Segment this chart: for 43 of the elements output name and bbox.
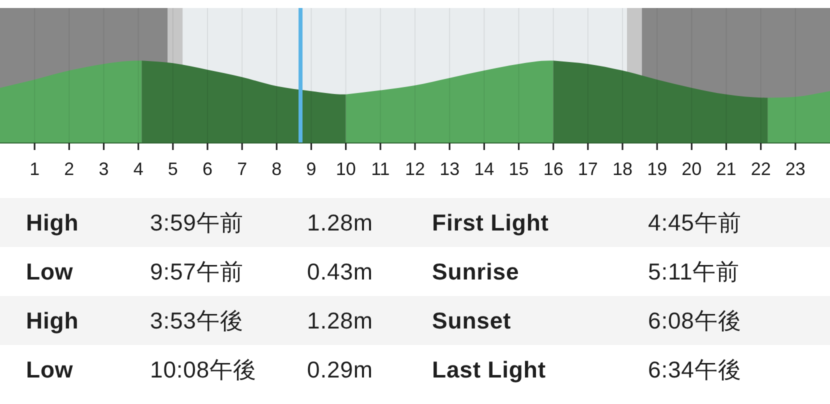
annotation: Low bbox=[26, 258, 74, 284]
x-tick-label: 8 bbox=[272, 159, 282, 179]
annotation: 3:53午後 bbox=[150, 308, 244, 334]
annotation: First Light bbox=[432, 210, 549, 236]
x-tick-label: 3 bbox=[98, 159, 109, 179]
x-tick-label: 5 bbox=[168, 159, 178, 179]
annotation: 6:34午後 bbox=[648, 356, 742, 382]
x-tick-label: 7 bbox=[237, 159, 248, 179]
annotation: 10:08午後 bbox=[150, 356, 256, 382]
x-tick-label: 1 bbox=[30, 159, 40, 179]
x-tick-label: 15 bbox=[508, 159, 529, 179]
annotation: 1.28m bbox=[307, 308, 373, 334]
annotation: High bbox=[26, 308, 79, 334]
annotation: Low bbox=[26, 356, 74, 382]
annotation: Last Light bbox=[432, 356, 546, 382]
annotation: Sunset bbox=[432, 308, 512, 334]
annotation: 0.43m bbox=[307, 258, 373, 284]
x-tick-label: 22 bbox=[750, 159, 771, 179]
annotation: High bbox=[26, 210, 79, 236]
x-tick-label: 13 bbox=[440, 159, 460, 179]
x-tick-label: 18 bbox=[612, 159, 633, 179]
x-tick-label: 20 bbox=[682, 159, 702, 179]
x-tick-label: 4 bbox=[133, 159, 144, 179]
x-tick-label: 10 bbox=[336, 159, 356, 179]
annotation: 3:59午前 bbox=[150, 210, 244, 236]
x-tick-label: 19 bbox=[647, 159, 668, 179]
annotation: 6:08午後 bbox=[648, 308, 742, 334]
x-tick-label: 17 bbox=[578, 159, 598, 179]
x-tick-label: 21 bbox=[716, 159, 736, 179]
x-tick-label: 23 bbox=[785, 159, 806, 179]
annotation: 1.28m bbox=[307, 210, 373, 236]
annotation: Sunrise bbox=[432, 258, 520, 284]
annotation: 5:11午前 bbox=[648, 258, 740, 284]
x-tick-label: 6 bbox=[202, 159, 213, 179]
x-tick-label: 11 bbox=[371, 159, 390, 179]
x-tick-label: 14 bbox=[474, 159, 494, 179]
x-tick-label: 2 bbox=[64, 159, 74, 179]
annotation: 0.29m bbox=[307, 356, 373, 382]
x-tick-label: 16 bbox=[543, 159, 564, 179]
annotation: 4:45午前 bbox=[648, 210, 742, 236]
x-tick-label: 9 bbox=[306, 159, 316, 179]
x-tick-label: 12 bbox=[404, 159, 426, 179]
annotation: 9:57午前 bbox=[150, 258, 244, 284]
